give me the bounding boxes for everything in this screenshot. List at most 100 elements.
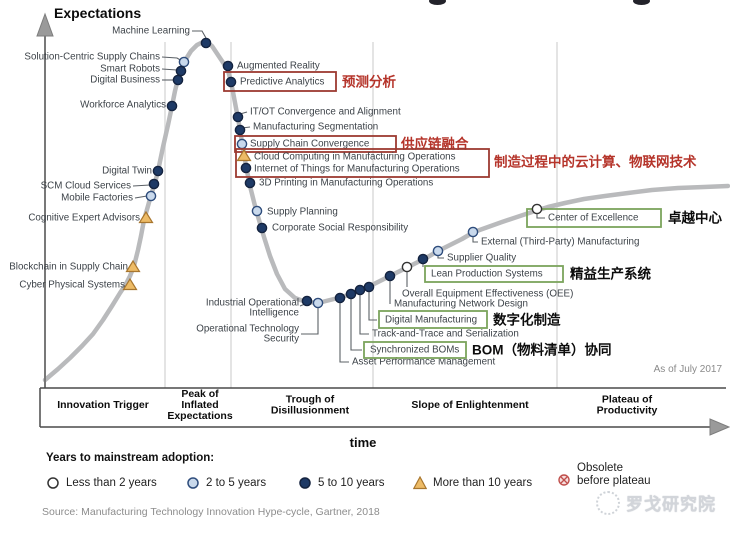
chinese-annotation: 预测分析 xyxy=(342,74,396,90)
hype-item-digital-twin: Digital Twin xyxy=(102,165,164,177)
hype-item-smart-robots: Smart Robots xyxy=(100,64,187,77)
hype-item-cloud-computing-in-manufacturing-operations: Cloud Computing in Manufacturing Operati… xyxy=(235,148,490,178)
dark-circle-marker-icon xyxy=(175,65,187,77)
svg-text:Peak of: Peak of xyxy=(181,388,219,400)
hype-item-supply-planning: Supply Planning xyxy=(251,205,338,218)
svg-text:Innovation Trigger: Innovation Trigger xyxy=(57,399,149,411)
as-of-date: As of July 2017 xyxy=(654,364,723,375)
label-connector xyxy=(132,184,151,187)
dark-circle-marker-icon xyxy=(166,100,178,112)
open-circle-marker-icon xyxy=(401,261,413,273)
open-legend-marker-icon xyxy=(47,477,59,489)
hype-item-external-third-party-manufacturing: External (Third-Party) Manufacturing xyxy=(467,226,639,248)
hype-cycle-chart: Expectations Innovation Trigger Peak ofInf… xyxy=(9,5,730,450)
chinese-annotation: BOM（物料清单）协同 xyxy=(472,342,612,358)
label-connector xyxy=(536,214,545,219)
item-label: Supplier Quality xyxy=(447,253,516,264)
item-label: Intelligence xyxy=(249,308,299,319)
hype-item-it-ot-convergence-and-alignment: IT/OT Convergence and Alignment xyxy=(232,107,401,123)
tri-legend-marker-icon xyxy=(413,476,427,490)
hype-item-cognitive-expert-advisors: Cognitive Expert Advisors xyxy=(28,210,154,224)
x-axis-arrow-icon xyxy=(709,418,730,436)
item-label: Overall Equipment Effectiveness (OEE) xyxy=(402,289,573,300)
item-label: Solution-Centric Supply Chains xyxy=(24,52,160,63)
hype-item-internet-of-things-for-manufacturing-operations: Internet of Things for Manufacturing Ope… xyxy=(240,154,697,175)
dark-circle-marker-icon xyxy=(345,288,357,300)
source-text: Source: Manufacturing Technology Innovat… xyxy=(42,506,380,518)
dark-circle-marker-icon xyxy=(152,165,164,177)
label-connector xyxy=(437,256,444,259)
svg-text:Expectations: Expectations xyxy=(167,410,233,422)
green-highlight-box xyxy=(378,310,488,329)
hype-item-scm-cloud-services: SCM Cloud Services xyxy=(41,178,160,192)
hype-item-center-of-excellence: Center of Excellence 卓越中心 xyxy=(526,203,722,228)
label-connector xyxy=(134,195,148,199)
dark-circle-marker-icon xyxy=(234,124,246,136)
green-highlight-box xyxy=(526,208,662,228)
label-connector xyxy=(472,237,478,243)
dark-circle-marker-icon xyxy=(301,295,313,307)
legend-item-label: More than 10 years xyxy=(433,477,533,489)
item-label: Predictive Analytics xyxy=(240,77,324,88)
svg-text:Productivity: Productivity xyxy=(597,405,658,417)
hype-item-manufacturing-network-design: Manufacturing Network Design xyxy=(384,270,528,310)
hype-item-predictive-analytics: Predictive Analytics 预测分析 xyxy=(223,71,396,92)
hype-item-supplier-quality: Supplier Quality xyxy=(432,245,516,264)
item-label: Synchronized BOMs xyxy=(370,345,459,356)
y-axis-label: Expectations xyxy=(54,5,141,21)
hype-item-workforce-analytics: Workforce Analytics xyxy=(80,100,178,112)
light-circle-marker-icon xyxy=(467,226,479,238)
dark-circle-marker-icon xyxy=(417,253,429,265)
hype-item-lean-production-systems: Lean Production Systems 精益生产系统 xyxy=(417,253,651,283)
dark-circle-marker-icon xyxy=(363,281,375,293)
watermark-logo-icon xyxy=(596,490,620,515)
item-label: Digital Manufacturing xyxy=(385,315,477,326)
legend-item-5-to-10-years: 5 to 10 years xyxy=(298,476,384,490)
chinese-annotation: 供应链融合 xyxy=(400,136,469,152)
item-label: Blockchain in Supply Chain xyxy=(9,262,128,273)
phase-label-slope-of-enlightenment: Slope of Enlightenment xyxy=(411,399,529,411)
label-connector xyxy=(301,308,319,335)
dark-circle-marker-icon xyxy=(225,76,237,88)
item-label: Supply Planning xyxy=(267,207,338,218)
chinese-annotation: 数字化制造 xyxy=(493,312,561,328)
svg-text:Trough of: Trough of xyxy=(286,394,335,406)
watermark: 罗戈研究院 xyxy=(596,490,716,515)
svg-text:Inflated: Inflated xyxy=(181,399,218,411)
dark-circle-marker-icon xyxy=(384,270,396,282)
hype-item-track-and-trace-and-serialization: Track-and-Trace and Serialization xyxy=(354,284,519,340)
item-label: Augmented Reality xyxy=(237,61,320,72)
legend-item-label: Obsolete before plateau xyxy=(577,462,651,487)
legend-item-label: Less than 2 years xyxy=(66,477,157,489)
hype-item-solution-centric-supply-chains: Solution-Centric Supply Chains xyxy=(24,52,190,68)
item-label: Machine Learning xyxy=(112,26,190,37)
cropped-title-fragment xyxy=(633,0,650,5)
legend: Years to mainstream adoption: Less than … xyxy=(0,450,730,540)
dark-circle-marker-icon xyxy=(244,177,256,189)
light-circle-marker-icon xyxy=(145,190,157,202)
triangle-marker-icon xyxy=(138,210,154,224)
item-label: 3D Printing in Manufacturing Operations xyxy=(259,178,433,189)
svg-text:Plateau of: Plateau of xyxy=(602,394,653,406)
dark-circle-marker-icon xyxy=(334,292,346,304)
dark-circle-marker-icon xyxy=(354,284,366,296)
dark-circle-marker-icon xyxy=(240,162,252,174)
dark-legend-marker-icon xyxy=(299,477,311,489)
item-label: Track-and-Trace and Serialization xyxy=(372,329,519,340)
item-label: Manufacturing Network Design xyxy=(394,299,528,310)
green-highlight-box xyxy=(363,341,467,359)
item-label: Supply Chain Convergence xyxy=(250,139,370,150)
dark-circle-marker-icon xyxy=(172,74,184,86)
cropped-title-fragment xyxy=(429,0,446,5)
legend-title: Years to mainstream adoption: xyxy=(46,452,215,464)
obsolete-legend-marker-icon xyxy=(558,474,570,486)
red-highlight-box xyxy=(235,148,490,178)
item-label: Manufacturing Segmentation xyxy=(253,122,378,133)
hype-item-manufacturing-segmentation: Manufacturing Segmentation xyxy=(234,122,378,136)
legend-item-obsolete-before-plateau: Obsolete before plateau xyxy=(557,462,651,488)
triangle-marker-icon xyxy=(122,277,138,291)
